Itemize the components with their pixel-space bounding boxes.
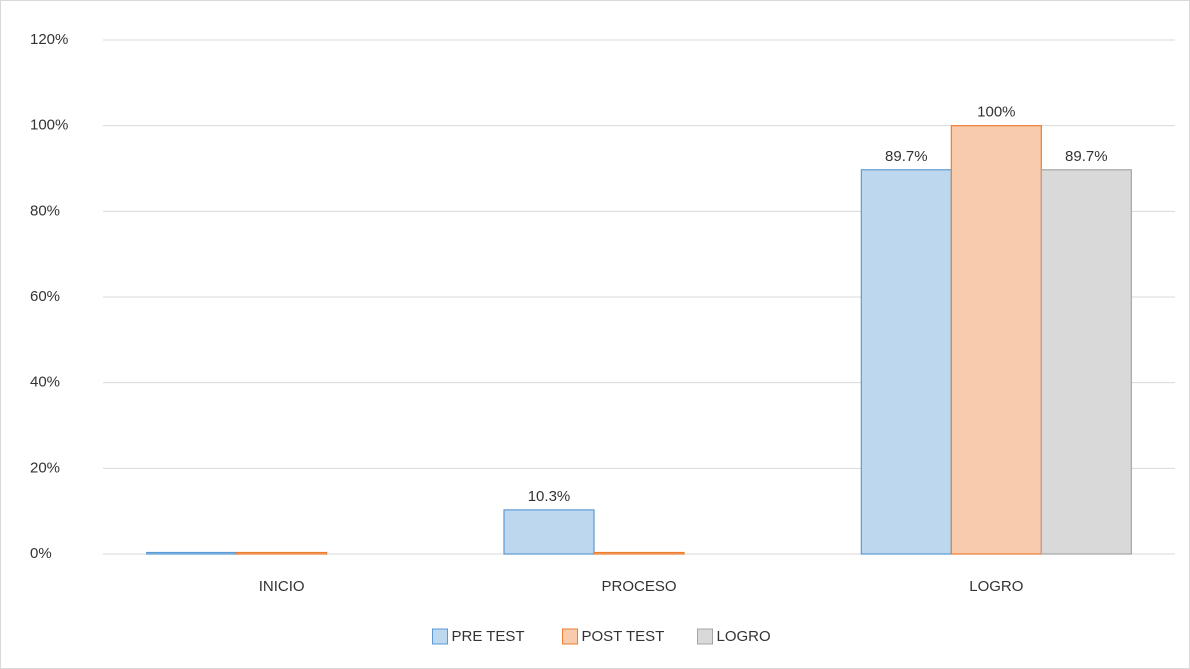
bar: [1040, 169, 1132, 555]
y-tick-label: 0%: [30, 545, 52, 562]
y-tick-label: 120%: [30, 31, 68, 48]
legend-label: PRE TEST: [452, 628, 525, 645]
data-label: 89.7%: [885, 148, 928, 165]
bar: [236, 551, 328, 555]
x-tick-label: PROCESO: [601, 578, 676, 595]
bar: [593, 551, 685, 555]
data-label: 100%: [977, 104, 1015, 121]
bar: [503, 509, 595, 555]
y-tick-label: 40%: [30, 374, 60, 391]
y-tick-label: 20%: [30, 459, 60, 476]
legend-label: LOGRO: [717, 628, 771, 645]
legend-swatch: [432, 628, 448, 645]
legend-swatch: [697, 628, 713, 645]
legend-label: POST TEST: [582, 628, 665, 645]
data-label: 89.7%: [1065, 148, 1108, 165]
y-tick-label: 60%: [30, 288, 60, 305]
bar: [950, 125, 1042, 555]
data-label: 10.3%: [528, 488, 571, 505]
y-tick-label: 80%: [30, 202, 60, 219]
legend-swatch: [562, 628, 578, 645]
bar: [146, 551, 238, 555]
bar: [860, 169, 952, 555]
x-tick-label: LOGRO: [969, 578, 1023, 595]
y-tick-label: 100%: [30, 117, 68, 134]
x-tick-label: INICIO: [259, 578, 305, 595]
